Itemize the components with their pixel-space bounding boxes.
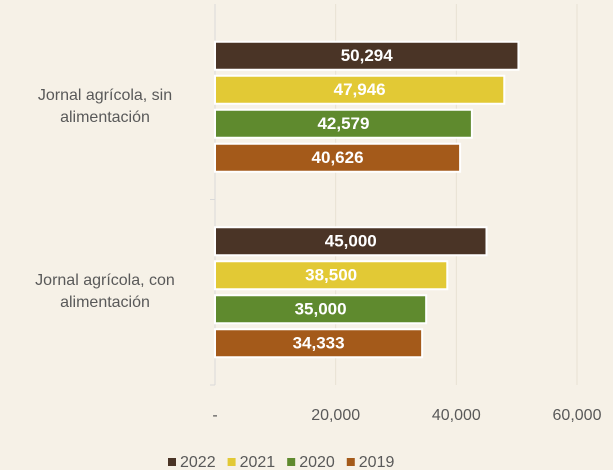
legend-swatch	[227, 458, 236, 466]
bar	[214, 328, 424, 359]
y-tick-label: Jornal agrícola, con alimentación	[35, 272, 175, 312]
legend-label: 2022	[180, 454, 216, 470]
legend-label: 2020	[299, 454, 335, 470]
legend-swatch	[287, 458, 296, 466]
data-label: 47,946	[334, 80, 386, 99]
data-label: 35,000	[295, 300, 347, 319]
x-tick-label: 40,000	[432, 407, 481, 424]
data-label: 50,294	[341, 46, 394, 65]
x-tick-label: 20,000	[311, 407, 360, 424]
data-label: 42,579	[317, 114, 369, 133]
legend-label: 2019	[359, 454, 395, 470]
data-label: 34,333	[293, 334, 345, 353]
bar	[214, 226, 488, 257]
data-label: 45,000	[325, 232, 377, 251]
bar	[214, 40, 520, 71]
y-tick-label: Jornal agrícola, sin alimentación	[37, 86, 173, 126]
legend-swatch	[168, 458, 176, 466]
bar	[214, 260, 449, 291]
bar	[214, 142, 462, 173]
x-tick-label: -	[212, 407, 217, 424]
legend-label: 2021	[240, 454, 276, 470]
bar	[214, 74, 506, 105]
x-tick-label: 60,000	[553, 407, 602, 424]
data-label: 38,500	[305, 266, 357, 285]
bar	[214, 294, 428, 325]
legend-swatch	[346, 458, 355, 466]
bar	[214, 108, 473, 139]
data-label: 40,626	[312, 148, 364, 167]
